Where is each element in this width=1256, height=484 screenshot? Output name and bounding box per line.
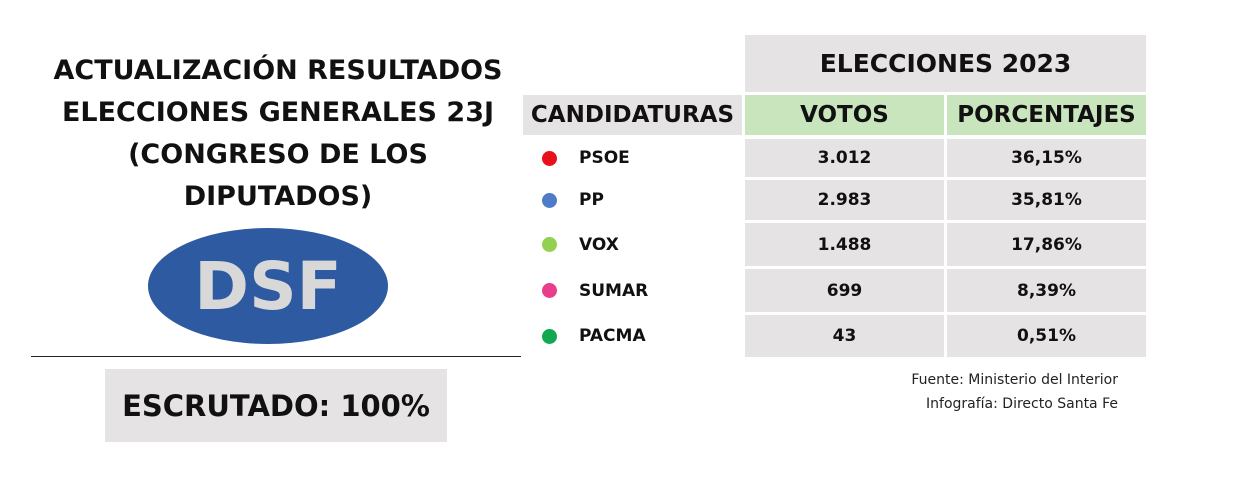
column-header-votos: VOTOS bbox=[745, 95, 944, 135]
table-header-elecciones: ELECCIONES 2023 bbox=[745, 35, 1146, 92]
source-fuente: Fuente: Ministerio del Interior bbox=[911, 372, 1118, 388]
table-row-party: PP bbox=[523, 180, 742, 220]
title-line-2: ELECCIONES GENERALES 23J bbox=[61, 97, 495, 128]
votes-cell: 2.983 bbox=[745, 180, 944, 220]
votes-cell: 3.012 bbox=[745, 139, 944, 177]
party-color-dot bbox=[542, 328, 557, 344]
percentage-cell: 0,51% bbox=[947, 315, 1146, 357]
party-name: PP bbox=[579, 190, 604, 210]
title-line-1: ACTUALIZACIÓN RESULTADOS bbox=[53, 55, 503, 86]
percentage-cell: 17,86% bbox=[947, 223, 1146, 266]
table-row-party: SUMAR bbox=[523, 269, 742, 312]
party-color-dot bbox=[542, 150, 557, 166]
party-name: PSOE bbox=[579, 148, 630, 168]
divider bbox=[31, 356, 521, 357]
party-name: VOX bbox=[579, 234, 619, 255]
table-row-party: VOX bbox=[523, 223, 742, 266]
source-credits: Fuente: Ministerio del Interior Infograf… bbox=[911, 368, 1118, 416]
party-color-dot bbox=[542, 283, 557, 298]
votes-cell: 699 bbox=[745, 269, 944, 312]
page-title: ACTUALIZACIÓN RESULTADOS ELECCIONES GENE… bbox=[30, 50, 526, 218]
votes-cell: 1.488 bbox=[745, 223, 944, 266]
table-row-party: PACMA bbox=[523, 315, 742, 357]
percentage-cell: 8,39% bbox=[947, 269, 1146, 312]
table-row-party: PSOE bbox=[523, 139, 742, 177]
percentage-cell: 36,15% bbox=[947, 139, 1146, 177]
votes-cell: 43 bbox=[745, 315, 944, 357]
escrutado-badge: ESCRUTADO: 100% bbox=[105, 369, 447, 442]
percentage-cell: 35,81% bbox=[947, 180, 1146, 220]
party-name: PACMA bbox=[579, 326, 646, 346]
column-header-porcentajes: PORCENTAJES bbox=[947, 95, 1146, 135]
title-line-4: DIPUTADOS) bbox=[183, 181, 373, 212]
dsf-logo: DSF bbox=[148, 228, 388, 344]
column-header-candidaturas: CANDIDATURAS bbox=[523, 95, 742, 135]
party-color-dot bbox=[542, 192, 557, 208]
logo-text: DSF bbox=[194, 248, 341, 325]
party-color-dot bbox=[542, 237, 557, 252]
party-name: SUMAR bbox=[579, 280, 649, 301]
source-infografia: Infografía: Directo Santa Fe bbox=[926, 396, 1118, 412]
title-line-3: (CONGRESO DE LOS bbox=[128, 139, 428, 170]
